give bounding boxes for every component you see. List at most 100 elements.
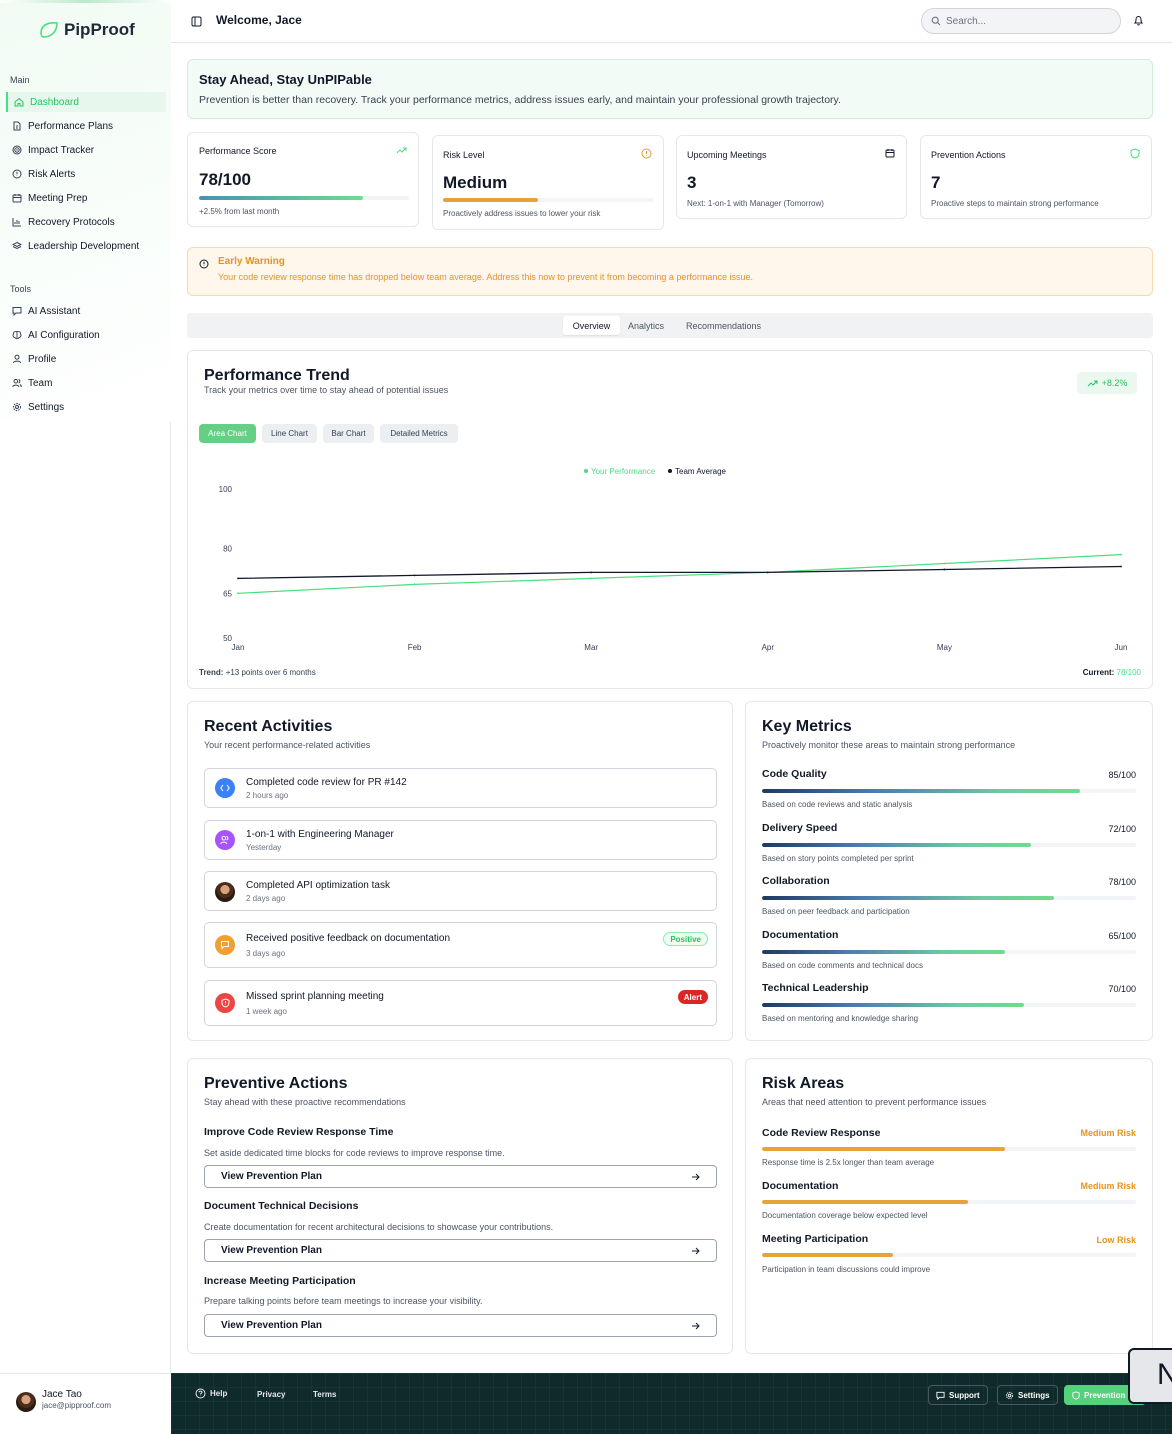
- list-item[interactable]: Missed sprint planning meeting 1 week ag…: [204, 980, 717, 1026]
- tab-recommendations[interactable]: Recommendations: [686, 321, 762, 331]
- arrow-right-icon: [692, 1322, 700, 1329]
- privacy-link[interactable]: Privacy: [257, 1390, 286, 1399]
- user-profile-card[interactable]: Jace Tao jace@pipproof.com: [0, 1373, 171, 1434]
- metric-note: Based on mentoring and knowledge sharing: [762, 1014, 919, 1023]
- top-header: Welcome, Jace Search...: [171, 0, 1172, 43]
- metric-score: 85/100: [1108, 770, 1136, 780]
- metric-name: Collaboration: [762, 875, 830, 887]
- x-tick-label: Jan: [232, 643, 245, 652]
- floating-widget[interactable]: N: [1128, 1348, 1172, 1404]
- sidebar-toggle-icon[interactable]: [191, 16, 202, 27]
- trending-up-icon: [1087, 380, 1098, 387]
- x-tick-label: Feb: [408, 643, 422, 652]
- sidebar-item-label: Leadership Development: [28, 240, 140, 252]
- trend-current: Current: 78/100: [1083, 668, 1141, 677]
- stat-sub: Proactive steps to maintain strong perfo…: [931, 199, 1099, 208]
- shield-alert-icon: [215, 993, 235, 1013]
- stat-sub: Proactively address issues to lower your…: [443, 209, 601, 218]
- bell-icon[interactable]: [1133, 15, 1144, 26]
- sidebar-item-label: Team: [28, 377, 53, 389]
- stat-card-risk-level[interactable]: Risk Level Medium Proactively address is…: [432, 135, 664, 230]
- view-prevention-plan-button[interactable]: View Prevention Plan: [204, 1239, 717, 1262]
- action-text: Set aside dedicated time blocks for code…: [204, 1148, 505, 1158]
- sidebar-item-performance-plans[interactable]: Performance Plans: [6, 116, 166, 136]
- sidebar-item-settings[interactable]: Settings: [6, 397, 166, 417]
- warning-text: Your code review response time has dropp…: [218, 272, 753, 282]
- sidebar-item-label: Dashboard: [30, 96, 79, 108]
- nav-section-main-label: Main: [10, 75, 30, 85]
- sidebar-item-ai-configuration[interactable]: AI Configuration: [6, 325, 166, 345]
- sidebar-item-impact-tracker[interactable]: Impact Tracker: [6, 140, 166, 160]
- alert-icon: [641, 148, 652, 159]
- metric-bar-fill: [762, 949, 1006, 954]
- performance-score-fill: [199, 196, 363, 200]
- status-badge: Positive: [663, 932, 708, 946]
- sidebar-item-label: Meeting Prep: [28, 192, 88, 204]
- metric-note: Based on peer feedback and participation: [762, 907, 910, 916]
- search-input[interactable]: Search...: [921, 8, 1121, 34]
- banner-title: Stay Ahead, Stay UnPIPable: [199, 72, 372, 87]
- chart-tab-area[interactable]: Area Chart: [199, 424, 256, 443]
- action-title: Document Technical Decisions: [204, 1200, 359, 1212]
- alert-icon: [199, 259, 209, 269]
- users-icon: [12, 378, 22, 388]
- metric-bar: [762, 842, 1136, 847]
- list-item[interactable]: Completed code review for PR #142 2 hour…: [204, 768, 717, 808]
- list-item[interactable]: Completed API optimization task 2 days a…: [204, 871, 717, 911]
- chart-tab-bar[interactable]: Bar Chart: [323, 424, 374, 443]
- sidebar-item-risk-alerts[interactable]: Risk Alerts: [6, 164, 166, 184]
- button-label: View Prevention Plan: [221, 1320, 322, 1331]
- stat-card-upcoming-meetings[interactable]: Upcoming Meetings 3 Next: 1-on-1 with Ma…: [676, 135, 907, 219]
- sidebar-item-recovery-protocols[interactable]: Recovery Protocols: [6, 212, 166, 232]
- stat-label: Performance Score: [199, 146, 277, 156]
- settings-button[interactable]: Settings: [997, 1385, 1058, 1405]
- sidebar-item-leadership-development[interactable]: Leadership Development: [6, 236, 166, 256]
- sidebar-item-meeting-prep[interactable]: Meeting Prep: [6, 188, 166, 208]
- legend-label: Your Performance: [591, 467, 656, 476]
- sidebar-item-profile[interactable]: Profile: [6, 349, 166, 369]
- list-item[interactable]: 1-on-1 with Engineering Manager Yesterda…: [204, 820, 717, 860]
- sidebar-item-ai-assistant[interactable]: AI Assistant: [6, 301, 166, 321]
- stat-sub: +2.5% from last month: [199, 207, 280, 216]
- activity-title: Completed API optimization task: [246, 880, 390, 891]
- trend-footer: Trend: +13 points over 6 months: [199, 668, 316, 677]
- recent-activities-card: Recent Activities Your recent performanc…: [187, 701, 733, 1041]
- chart-tab-detailed-metrics[interactable]: Detailed Metrics: [380, 424, 458, 443]
- metric-bar-fill: [762, 789, 1080, 793]
- stat-card-prevention-actions[interactable]: Prevention Actions 7 Proactive steps to …: [920, 135, 1152, 219]
- activity-time: Yesterday: [246, 843, 282, 852]
- calendar-icon: [12, 194, 22, 203]
- series-line-your-performance: [237, 554, 1122, 594]
- support-button[interactable]: Support: [928, 1385, 988, 1405]
- performance-trend-card: Performance Trend Track your metrics ove…: [187, 350, 1153, 689]
- target-icon: [12, 145, 22, 155]
- settings-label: Settings: [1018, 1390, 1050, 1400]
- trend-change-badge: +8.2%: [1077, 372, 1137, 394]
- stat-label: Risk Level: [443, 150, 485, 160]
- help-link[interactable]: Help: [195, 1388, 227, 1399]
- list-item[interactable]: Received positive feedback on documentat…: [204, 922, 717, 968]
- brand-logo[interactable]: PipProof: [38, 20, 135, 40]
- code-icon: [215, 778, 235, 798]
- series-line-team-average: [237, 565, 1122, 580]
- shield-icon: [1072, 1390, 1080, 1400]
- risk-bar-fill: [762, 1147, 1006, 1151]
- terms-link[interactable]: Terms: [313, 1390, 337, 1399]
- metric-name: Delivery Speed: [762, 821, 838, 834]
- action-title: Increase Meeting Participation: [204, 1275, 356, 1287]
- view-prevention-plan-button[interactable]: View Prevention Plan: [204, 1314, 717, 1337]
- search-icon: [931, 16, 941, 26]
- tab-analytics[interactable]: Analytics: [628, 321, 665, 331]
- early-warning-alert: Early Warning Your code review response …: [187, 247, 1153, 296]
- chart-tab-line[interactable]: Line Chart: [262, 424, 317, 443]
- brain-icon: [12, 331, 22, 340]
- sidebar-item-team[interactable]: Team: [6, 373, 166, 393]
- stat-card-performance-score[interactable]: Performance Score 78/100 +2.5% from last…: [187, 132, 419, 227]
- arrow-right-icon: [692, 1247, 700, 1254]
- metric-bar: [762, 789, 1136, 793]
- metrics-subtitle: Proactively monitor these areas to maint…: [762, 740, 1016, 750]
- sidebar-item-dashboard[interactable]: Dashboard: [6, 92, 166, 112]
- tab-overview[interactable]: Overview: [563, 316, 620, 335]
- risk-level: Medium Risk: [1080, 1128, 1136, 1138]
- view-prevention-plan-button[interactable]: View Prevention Plan: [204, 1165, 717, 1188]
